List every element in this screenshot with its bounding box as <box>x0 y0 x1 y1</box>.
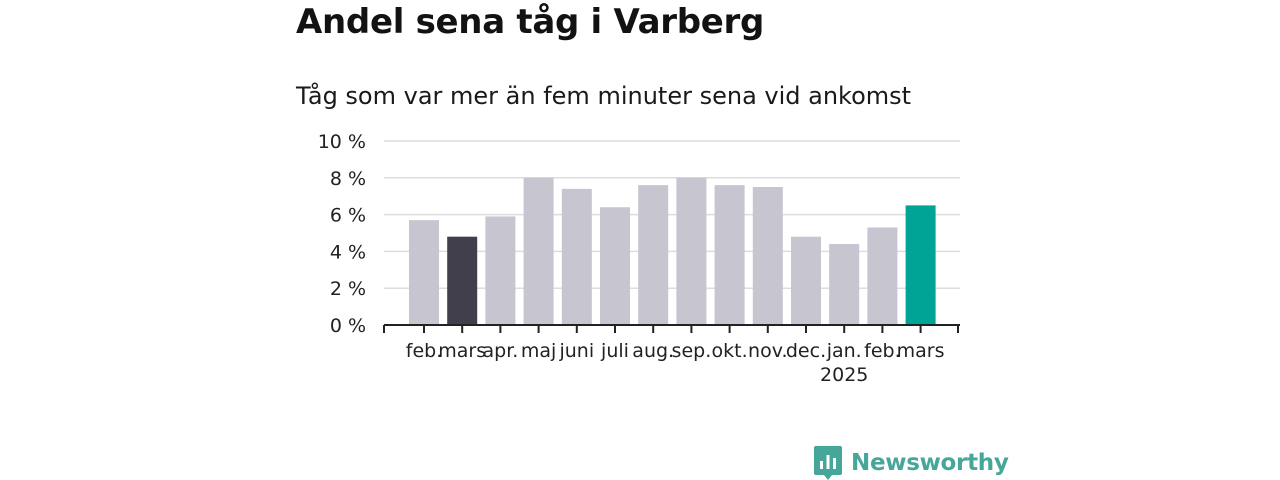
x-tick-label: maj <box>521 340 556 362</box>
x-tick-label: feb. <box>406 340 442 362</box>
bar <box>485 216 516 325</box>
axes <box>383 324 960 333</box>
grid-lines <box>384 140 960 289</box>
brand-name: Newsworthy <box>851 450 1009 476</box>
bars <box>409 177 936 325</box>
y-tick-label: 4 % <box>330 241 366 263</box>
y-tick-label: 6 % <box>330 205 366 227</box>
x-tick-label: nov. <box>748 340 787 362</box>
bar <box>447 236 478 325</box>
x-tick-label: juli <box>600 340 629 362</box>
x-tick-label: mars <box>438 340 486 362</box>
x-tick-label: feb. <box>864 340 900 362</box>
y-tick-label: 10 % <box>318 131 366 153</box>
bar <box>638 185 669 325</box>
bar <box>791 236 821 325</box>
y-tick-label: 8 % <box>330 168 366 190</box>
bar <box>752 187 783 325</box>
bar <box>561 188 592 325</box>
year-label: 2025 <box>820 364 868 386</box>
x-tick-label: aug. <box>632 340 674 362</box>
chart-title: Andel sena tåg i Varberg <box>296 2 765 42</box>
bar <box>409 220 439 325</box>
x-tick-label: juni <box>558 340 594 362</box>
bar <box>905 205 936 325</box>
newsworthy-logo: Newsworthy <box>814 446 1009 480</box>
bar <box>523 177 554 325</box>
y-tick-label: 2 % <box>330 278 366 300</box>
x-tick-label: sep. <box>672 340 712 362</box>
x-tick-label: mars <box>897 340 945 362</box>
x-tick-label: jan. <box>826 340 862 362</box>
x-tick-label: dec. <box>786 340 826 362</box>
x-tick-label: okt. <box>712 340 748 362</box>
bar <box>867 227 898 325</box>
x-tick-label: apr. <box>482 340 518 362</box>
bar-chart-logo-icon <box>814 446 842 480</box>
bar <box>829 244 860 325</box>
bar <box>600 207 630 325</box>
bar <box>676 177 707 325</box>
chart-subtitle: Tåg som var mer än fem minuter sena vid … <box>296 82 912 110</box>
y-tick-label: 0 % <box>330 315 366 337</box>
bar <box>714 185 745 325</box>
